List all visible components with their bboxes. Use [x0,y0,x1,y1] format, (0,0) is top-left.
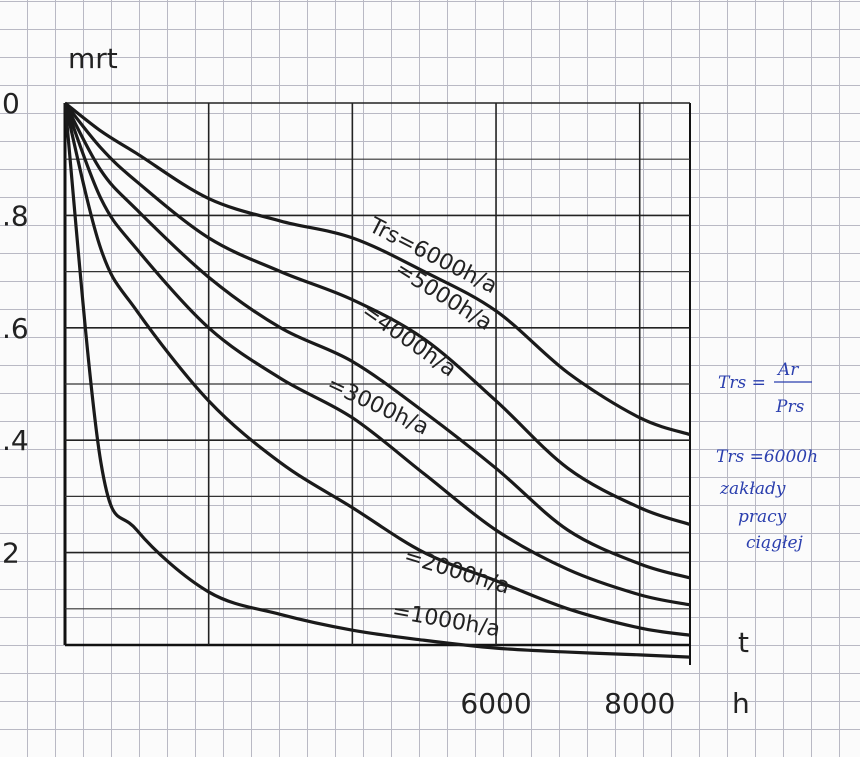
note-line: zakłady [719,479,786,499]
curve [63,102,691,659]
note-line: pracy [738,507,787,527]
note-lhs: Trs = [718,373,766,393]
note-line: Trs =6000h [716,447,818,467]
note: Trs = Ar Prs Trs =6000h zakłady pracy ci… [716,360,818,553]
y-tick-label: .6 [2,312,29,345]
x-unit: h [732,687,750,720]
curve [63,102,691,527]
note-line: ciągłej [746,533,804,553]
note-den: Prs [775,397,805,417]
y-tick-label: .8 [2,199,29,232]
y-tick-label: 0 [2,87,20,120]
curve [63,102,691,607]
curve [64,101,691,437]
x-tick-label: 6000 [460,687,531,720]
curve [63,102,691,580]
curve [63,102,691,637]
y-axis-label: mrt [68,42,118,75]
y-tick-label: 2 [2,537,20,570]
y-tick-label: .4 [2,424,29,457]
note-num: Ar [776,360,799,380]
curve-label: =1000h/a [390,599,502,643]
x-tick-label: 8000 [604,687,675,720]
x-axis-label: t [738,626,749,659]
